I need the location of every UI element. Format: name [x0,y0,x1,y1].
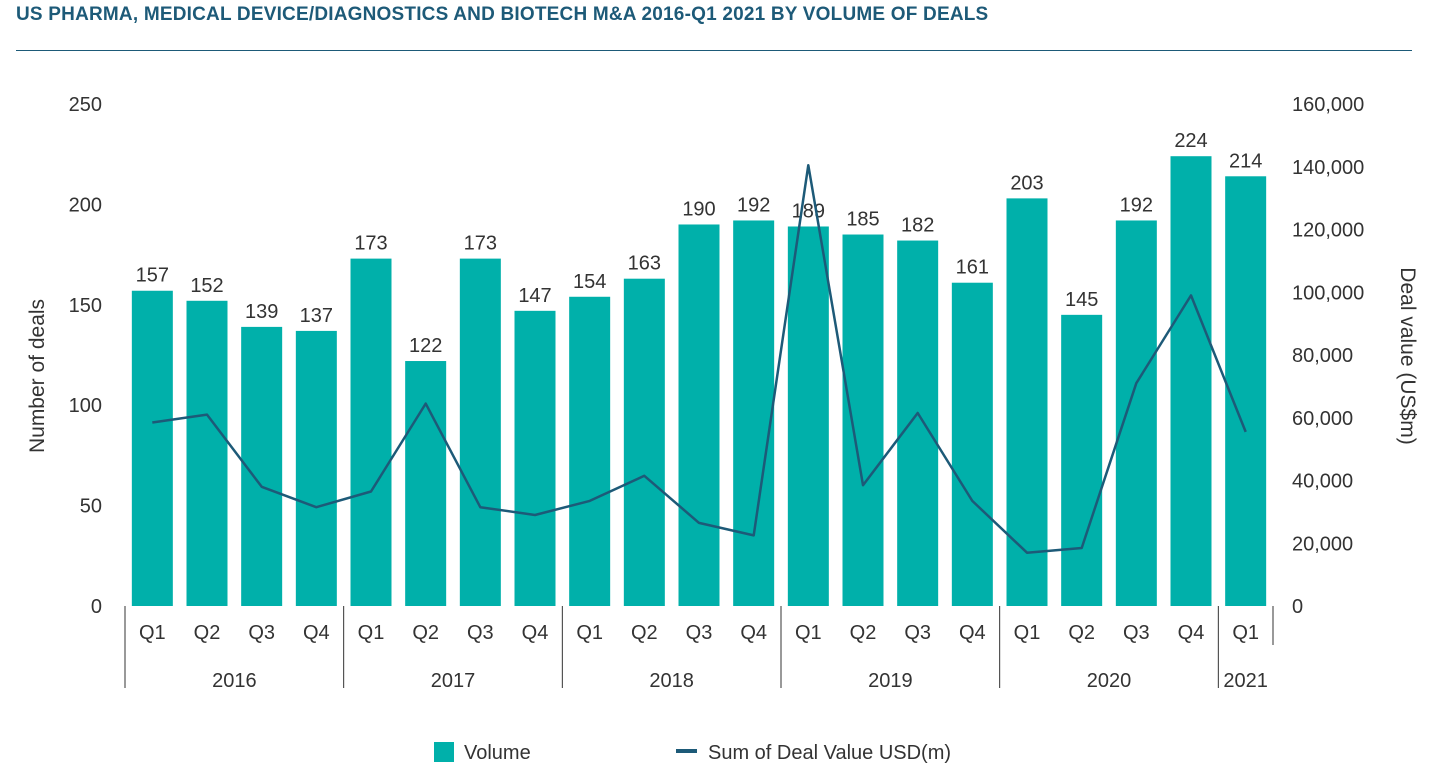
year-label: 2020 [1087,670,1132,692]
quarter-label: Q3 [248,622,275,644]
volume-bar-label: 173 [464,233,497,255]
right-tick-label: 60,000 [1292,408,1353,430]
volume-bar [623,278,665,606]
legend-label-deal-value: Sum of Deal Value USD(m) [708,742,951,764]
volume-bar-label: 152 [190,275,223,297]
left-tick-label: 150 [69,295,102,317]
volume-bar-label: 145 [1065,289,1098,311]
volume-bar-label: 154 [573,271,606,293]
right-tick-label: 120,000 [1292,220,1364,242]
quarter-label: Q3 [904,622,931,644]
volume-bar [1170,156,1212,606]
quarter-label: Q2 [850,622,877,644]
volume-bar-label: 185 [846,209,879,231]
volume-bar [1061,314,1103,606]
volume-bar [787,226,829,606]
volume-bar [678,224,720,607]
deal-value-line [152,163,1247,554]
volume-bar [1115,220,1157,607]
right-axis-title: Deal value (US$m) [1396,267,1419,444]
quarter-label: Q1 [795,622,822,644]
x-axis: Q1 Q2 Q3 Q4 Q1 Q2 Q3 Q4 Q1 Q2 Q3 Q4 Q1 Q2 Q3 Q4 Q1 Q2 Q3 Q4… [124,606,1274,692]
legend: Volume Sum of Deal Value USD(m) [434,742,951,764]
volume-bar-label: 192 [737,194,770,216]
volume-bar-label: 122 [409,335,442,357]
volume-bar [350,258,392,606]
volume-bars [131,156,1267,607]
volume-bar-label: 147 [518,285,551,307]
right-tick-label: 100,000 [1292,282,1364,304]
left-tick-label: 250 [69,94,102,116]
volume-bar-label: 214 [1229,150,1262,172]
volume-bar-label: 190 [682,198,715,220]
quarter-label: Q2 [631,622,658,644]
volume-bar [1225,176,1267,606]
year-label: 2021 [1223,670,1268,692]
title-divider [16,50,1412,51]
volume-bar [241,326,283,606]
quarter-label: Q4 [740,622,767,644]
volume-bar [842,234,884,606]
volume-bar-label: 192 [1120,194,1153,216]
volume-bar-label: 157 [136,265,169,287]
quarter-label: Q3 [467,622,494,644]
year-label: 2016 [212,670,257,692]
volume-bar-label: 203 [1010,172,1043,194]
quarter-label: Q3 [686,622,713,644]
left-tick-label: 200 [69,194,102,216]
volume-bar [131,290,173,606]
volume-bar [514,310,556,606]
volume-bar [295,330,337,606]
volume-bar-label: 137 [300,305,333,327]
quarter-label: Q1 [358,622,385,644]
volume-bar [897,240,939,606]
quarter-label: Q2 [412,622,439,644]
quarter-label: Q3 [1123,622,1150,644]
volume-bar-label: 139 [245,301,278,323]
left-tick-label: 0 [91,596,102,618]
quarter-label: Q1 [1232,622,1259,644]
volume-bar [186,300,228,606]
quarter-label: Q2 [194,622,221,644]
volume-bar [733,220,775,607]
left-tick-label: 50 [80,496,102,518]
quarter-label: Q2 [1068,622,1095,644]
volume-bar-label: 182 [901,215,934,237]
right-axis-ticks: 160,000 140,000 120,000 100,000 80,000 60,000… [1292,94,1364,618]
volume-bar [569,296,611,606]
quarter-label: Q1 [139,622,166,644]
legend-swatch-volume [434,742,454,762]
quarter-label: Q1 [576,622,603,644]
right-tick-label: 0 [1292,596,1303,618]
right-tick-label: 20,000 [1292,533,1353,555]
volume-bar [405,361,447,606]
left-tick-label: 100 [69,395,102,417]
quarter-label: Q4 [522,622,549,644]
quarter-label: Q1 [1014,622,1041,644]
chart-title: US PHARMA, MEDICAL DEVICE/DIAGNOSTICS AN… [16,4,989,25]
year-label: 2019 [868,670,913,692]
year-label: 2018 [649,670,694,692]
volume-bar-label: 163 [628,253,661,275]
right-tick-label: 140,000 [1292,157,1364,179]
left-axis-title: Number of deals [26,299,49,453]
volume-bar-label: 224 [1174,130,1207,152]
volume-bar-labels: 157 152 139 137 173 122 173 147 154 163 190 192 189 1… [136,130,1263,357]
legend-label-volume: Volume [464,742,531,764]
volume-bar [951,282,993,606]
volume-bar-label: 173 [354,233,387,255]
volume-bar [1006,198,1048,606]
quarter-label: Q4 [959,622,986,644]
year-label: 2017 [431,670,476,692]
right-tick-label: 160,000 [1292,94,1364,116]
left-axis-ticks: 250 200 150 100 50 0 [69,94,102,618]
volume-bar-label: 189 [792,200,825,222]
right-tick-label: 40,000 [1292,471,1353,493]
right-tick-label: 80,000 [1292,345,1353,367]
volume-bar-label: 161 [956,257,989,279]
quarter-label: Q4 [1178,622,1205,644]
volume-bar [459,258,501,606]
quarter-label: Q4 [303,622,330,644]
